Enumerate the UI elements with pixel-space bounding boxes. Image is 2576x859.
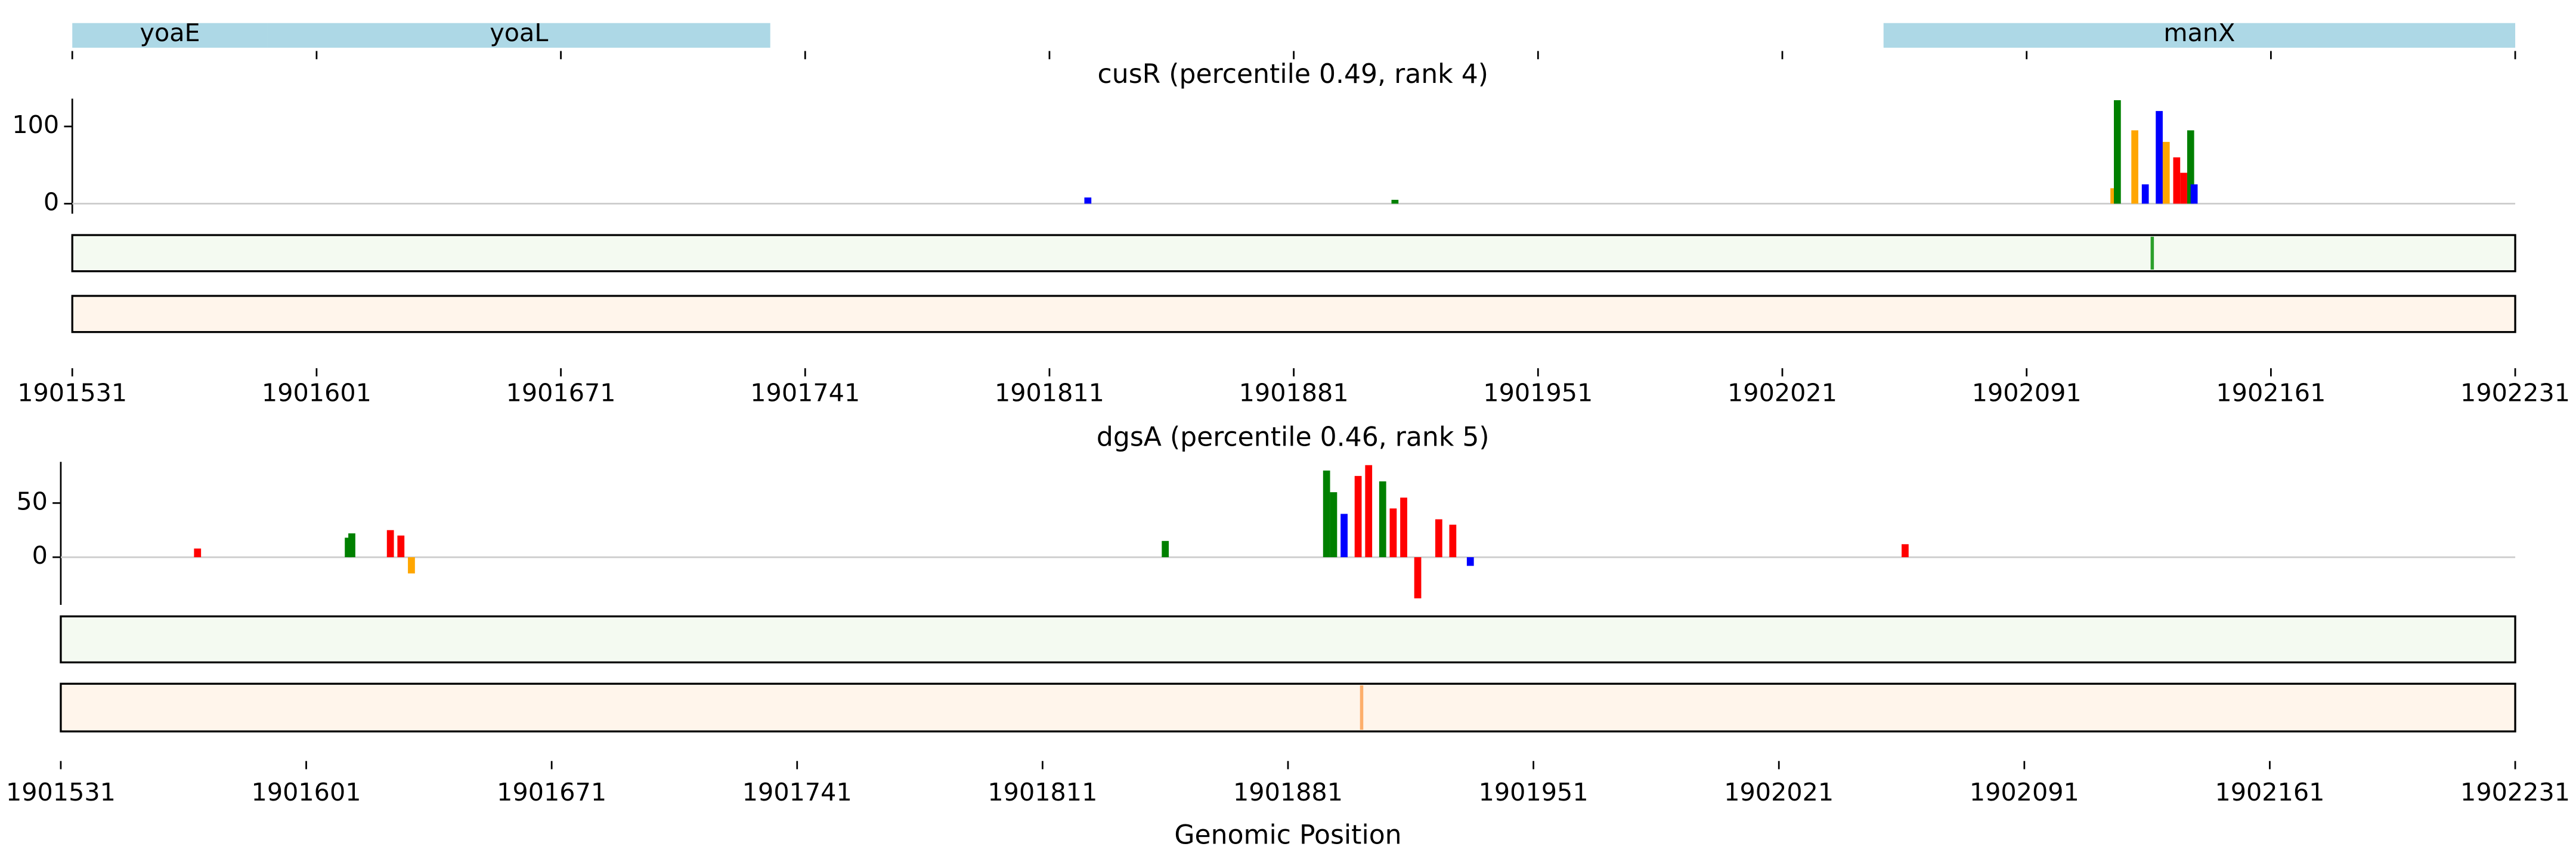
- x-axis-label: Genomic Position: [1174, 820, 1401, 850]
- logo-letter: [1435, 519, 1442, 558]
- track-strip: [60, 615, 2516, 664]
- x-tick-label: 1901671: [497, 778, 606, 807]
- logo-letter: [1323, 470, 1330, 558]
- logo-letter: [1449, 524, 1457, 558]
- logo-letter: [194, 548, 202, 558]
- logo-letter: [1354, 475, 1362, 558]
- logo-letter: [1391, 199, 1399, 204]
- x-tick-label: 1901671: [506, 378, 616, 407]
- track-strip: [71, 295, 2516, 333]
- y-tick-label: 0: [44, 187, 59, 216]
- logo-letter: [2156, 111, 2163, 204]
- logo-letter: [2162, 141, 2170, 204]
- x-tick-label: 1901881: [1239, 378, 1349, 407]
- logo-letter: [348, 533, 355, 558]
- panel-title: dgsA (percentile 0.46, rank 5): [1097, 422, 1490, 453]
- x-tick-label: 1902231: [2460, 778, 2570, 807]
- x-tick-label: 1901951: [1483, 378, 1593, 407]
- logo-letter: [2141, 184, 2149, 204]
- x-tick-label: 1901601: [262, 378, 371, 407]
- logo-letter: [1365, 465, 1373, 558]
- x-tick-label: 1901531: [6, 778, 116, 807]
- logo-letter: [2131, 130, 2138, 204]
- logo-letter: [2190, 184, 2198, 204]
- gene-label: yoaE: [140, 18, 200, 47]
- panel-title: cusR (percentile 0.49, rank 4): [1098, 59, 1488, 89]
- x-tick-label: 1902091: [1970, 778, 2079, 807]
- x-tick-label: 1902161: [2216, 378, 2326, 407]
- logo-letter: [2187, 130, 2194, 204]
- x-tick-label: 1901531: [17, 378, 127, 407]
- logo-letter: [1466, 557, 1474, 566]
- logo-letter: [1389, 508, 1397, 558]
- x-tick-label: 1902161: [2215, 778, 2324, 807]
- x-tick-label: 1901951: [1479, 778, 1589, 807]
- logo-letter: [1330, 492, 1337, 558]
- y-tick-label: 0: [32, 541, 48, 570]
- gene-bar: [72, 23, 268, 48]
- x-tick-label: 1901741: [742, 778, 852, 807]
- logo-letter: [408, 557, 415, 574]
- x-tick-label: 1902021: [1727, 378, 1837, 407]
- logo-letter: [2114, 100, 2121, 204]
- logo-letter: [1084, 197, 1092, 204]
- logo-letter: [1414, 557, 1422, 599]
- logo-letter: [2180, 172, 2187, 204]
- x-tick-label: 1901811: [987, 778, 1097, 807]
- track-strip: [60, 682, 2516, 733]
- logo-letter: [397, 535, 405, 558]
- logo-letter: [1162, 540, 1169, 558]
- track-strip: [71, 234, 2516, 273]
- gene-bar: [267, 23, 770, 48]
- logo-letter: [1340, 514, 1348, 558]
- x-tick-label: 1902231: [2460, 378, 2570, 407]
- logo-letter: [1379, 481, 1386, 558]
- gene-label: yoaL: [490, 18, 548, 47]
- y-tick-label: 100: [12, 110, 59, 139]
- logo-letter: [2173, 157, 2181, 204]
- x-tick-label: 1901881: [1233, 778, 1343, 807]
- y-tick-label: 50: [16, 487, 48, 515]
- logo-letter: [1400, 498, 1407, 558]
- x-tick-label: 1901811: [995, 378, 1104, 407]
- x-tick-label: 1901741: [750, 378, 860, 407]
- logo-letter: [345, 537, 352, 558]
- x-tick-label: 1902091: [1972, 378, 2082, 407]
- logo-letter: [1902, 544, 1909, 558]
- x-tick-label: 1902021: [1724, 778, 1834, 807]
- x-tick-label: 1901601: [252, 778, 361, 807]
- gene-bar: [1883, 23, 2516, 48]
- gene-label: manX: [2163, 18, 2235, 47]
- logo-letter: [386, 530, 394, 558]
